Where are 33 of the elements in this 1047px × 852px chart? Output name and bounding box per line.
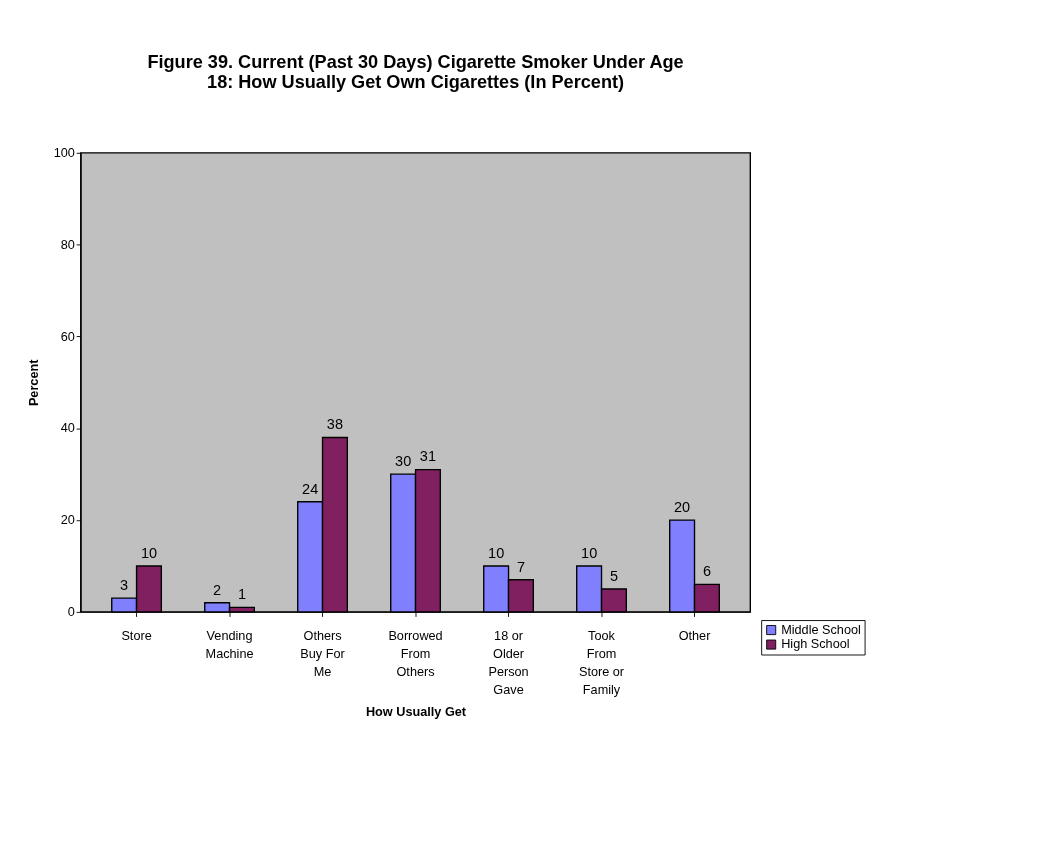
- y-tick-label: 20: [60, 513, 75, 528]
- legend-label: Middle School: [781, 622, 861, 637]
- data-label: 6: [702, 563, 711, 580]
- data-label: 30: [395, 453, 412, 470]
- data-label: 10: [140, 544, 158, 561]
- data-label: 10: [488, 544, 505, 561]
- text: 18: How Usually Get Own Cigarettes (In Percent): [207, 72, 625, 93]
- x-tick-label: 18 or Older Person Gave: [488, 628, 529, 698]
- data-label: 1: [237, 586, 246, 603]
- y-tick-label: 0: [67, 605, 75, 619]
- x-tick-label: Took From Store or Family: [578, 628, 625, 698]
- legend-label: High School: [781, 637, 850, 652]
- data-label: 20: [674, 498, 691, 515]
- x-tick-label: Others Buy For Me: [300, 628, 346, 679]
- data-label: 10: [581, 544, 598, 561]
- y-tick-label: 80: [60, 237, 75, 252]
- x-tick-label: Vending Machine: [205, 628, 254, 661]
- data-label: 24: [302, 480, 319, 497]
- x-axis-title: How Usually Get: [365, 704, 467, 719]
- y-tick-label: 100: [53, 145, 75, 160]
- text: Figure 39. Current (Past 30 Days) Cigarette Smoker Under Age: [147, 52, 684, 73]
- data-label: 31: [419, 448, 436, 465]
- data-label: 2: [213, 581, 222, 598]
- x-tick-label: Borrowed From Others: [388, 628, 443, 679]
- y-tick-label: 40: [60, 421, 75, 436]
- y-tick-label: 60: [60, 329, 75, 344]
- data-label: 3: [120, 576, 129, 593]
- x-tick-label: Store: [121, 628, 152, 643]
- y-axis-title: Percent: [27, 358, 42, 407]
- data-label: 7: [516, 558, 525, 575]
- x-tick-label: Other: [678, 628, 712, 643]
- data-label: 38: [326, 416, 344, 433]
- data-label: 5: [609, 567, 618, 584]
